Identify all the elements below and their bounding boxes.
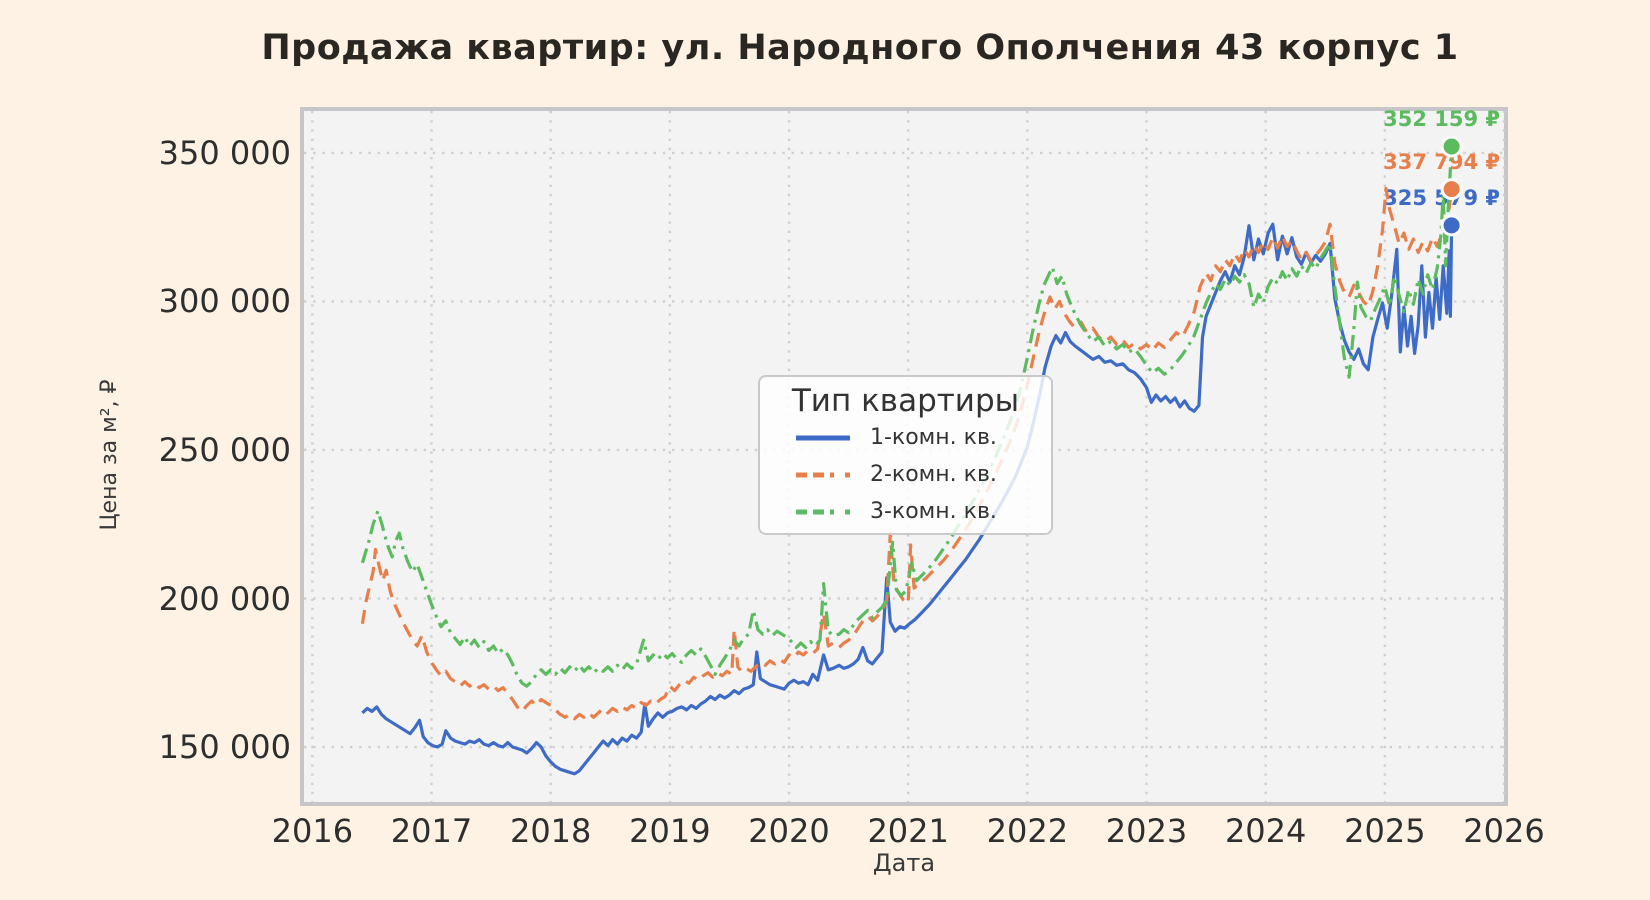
y-tick-label: 350 000	[158, 133, 291, 172]
legend-line-sample-dashdot	[796, 509, 850, 514]
legend-title: Тип квартиры	[791, 383, 1020, 419]
y-tick-label: 300 000	[158, 282, 291, 321]
legend-label: 2-комн. кв.	[870, 462, 997, 487]
x-tick-label: 2016	[271, 812, 354, 850]
x-tick-label: 2020	[748, 812, 830, 850]
y-tick-label: 250 000	[158, 430, 291, 469]
legend-item-2-room: 2-комн. кв.	[760, 456, 1051, 493]
end-value-label-1-комн. кв.: 325 579 ₽	[1383, 186, 1500, 211]
legend-item-3-room: 3-комн. кв.	[760, 493, 1051, 530]
legend-line-sample-solid	[796, 435, 850, 440]
x-axis-title: Дата	[872, 849, 936, 877]
y-tick-label: 150 000	[158, 728, 291, 767]
legend-label: 1-комн. кв.	[870, 425, 997, 450]
end-value-label-2-комн. кв.: 337 794 ₽	[1383, 150, 1500, 175]
x-tick-label: 2018	[509, 812, 592, 850]
y-tick-label: 200 000	[158, 579, 291, 618]
x-tick-label: 2019	[629, 812, 711, 850]
x-tick-label: 2023	[1105, 812, 1188, 850]
chart-title: Продажа квартир: ул. Народного Ополчения…	[261, 28, 1459, 68]
y-axis-title: Цена за м², ₽	[97, 379, 122, 531]
x-tick-label: 2025	[1344, 812, 1426, 850]
legend-item-1-room: 1-комн. кв.	[760, 419, 1051, 456]
x-tick-label: 2021	[867, 812, 949, 850]
legend-line-sample-dashed	[796, 472, 850, 477]
legend-label: 3-комн. кв.	[870, 499, 997, 524]
x-tick-label: 2026	[1463, 812, 1545, 850]
end-value-label-3-комн. кв.: 352 159 ₽	[1383, 107, 1500, 132]
x-tick-label: 2022	[986, 812, 1069, 850]
legend: Тип квартиры 1-комн. кв. 2-комн. кв. 3-к…	[758, 375, 1053, 535]
x-tick-label: 2017	[390, 812, 473, 850]
x-tick-label: 2024	[1224, 812, 1307, 850]
